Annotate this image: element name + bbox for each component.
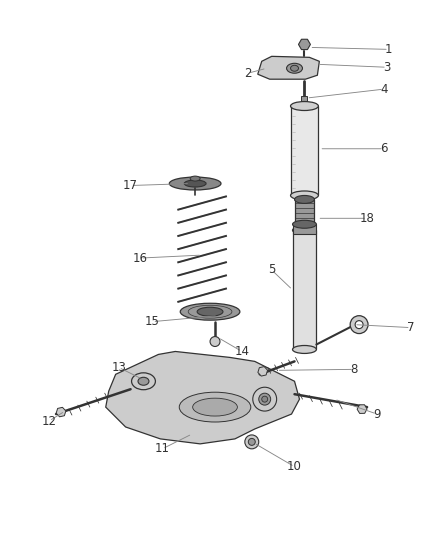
Text: 5: 5 (268, 263, 276, 277)
Text: 10: 10 (287, 460, 302, 473)
Ellipse shape (290, 102, 318, 110)
Circle shape (210, 336, 220, 346)
Circle shape (253, 387, 277, 411)
Text: 6: 6 (380, 142, 388, 155)
Ellipse shape (179, 392, 251, 422)
Bar (301, 96, 307, 104)
Text: 13: 13 (111, 361, 126, 374)
Ellipse shape (290, 191, 318, 200)
Text: 18: 18 (360, 212, 374, 225)
Ellipse shape (293, 220, 316, 228)
Text: 8: 8 (350, 363, 358, 376)
Text: 4: 4 (380, 83, 388, 95)
Ellipse shape (197, 307, 223, 316)
Circle shape (259, 393, 271, 405)
Bar (293, 224, 316, 234)
Text: 16: 16 (133, 252, 148, 264)
Ellipse shape (138, 377, 149, 385)
Bar (290, 106, 318, 196)
Ellipse shape (190, 176, 200, 181)
Ellipse shape (286, 63, 303, 73)
Circle shape (350, 316, 368, 334)
Polygon shape (106, 351, 300, 444)
Text: 9: 9 (373, 408, 381, 421)
Text: 7: 7 (407, 321, 414, 334)
Bar (293, 230, 316, 350)
Ellipse shape (180, 303, 240, 320)
Polygon shape (258, 56, 319, 79)
Text: 2: 2 (244, 67, 251, 80)
Circle shape (245, 435, 259, 449)
Ellipse shape (293, 345, 316, 353)
Text: 1: 1 (385, 43, 392, 56)
Ellipse shape (170, 177, 221, 190)
Ellipse shape (294, 221, 314, 229)
Text: 3: 3 (383, 61, 391, 74)
Circle shape (248, 439, 255, 446)
Text: 15: 15 (145, 315, 160, 328)
Ellipse shape (293, 226, 316, 234)
Ellipse shape (193, 398, 237, 416)
Ellipse shape (184, 180, 206, 187)
Text: 14: 14 (234, 345, 249, 358)
Ellipse shape (294, 196, 314, 204)
Text: 17: 17 (123, 179, 138, 192)
Text: 12: 12 (42, 415, 57, 427)
Circle shape (355, 321, 363, 329)
Ellipse shape (131, 373, 155, 390)
Text: 11: 11 (155, 442, 170, 455)
Bar (294, 199, 314, 225)
Ellipse shape (290, 65, 298, 71)
Circle shape (262, 396, 268, 402)
